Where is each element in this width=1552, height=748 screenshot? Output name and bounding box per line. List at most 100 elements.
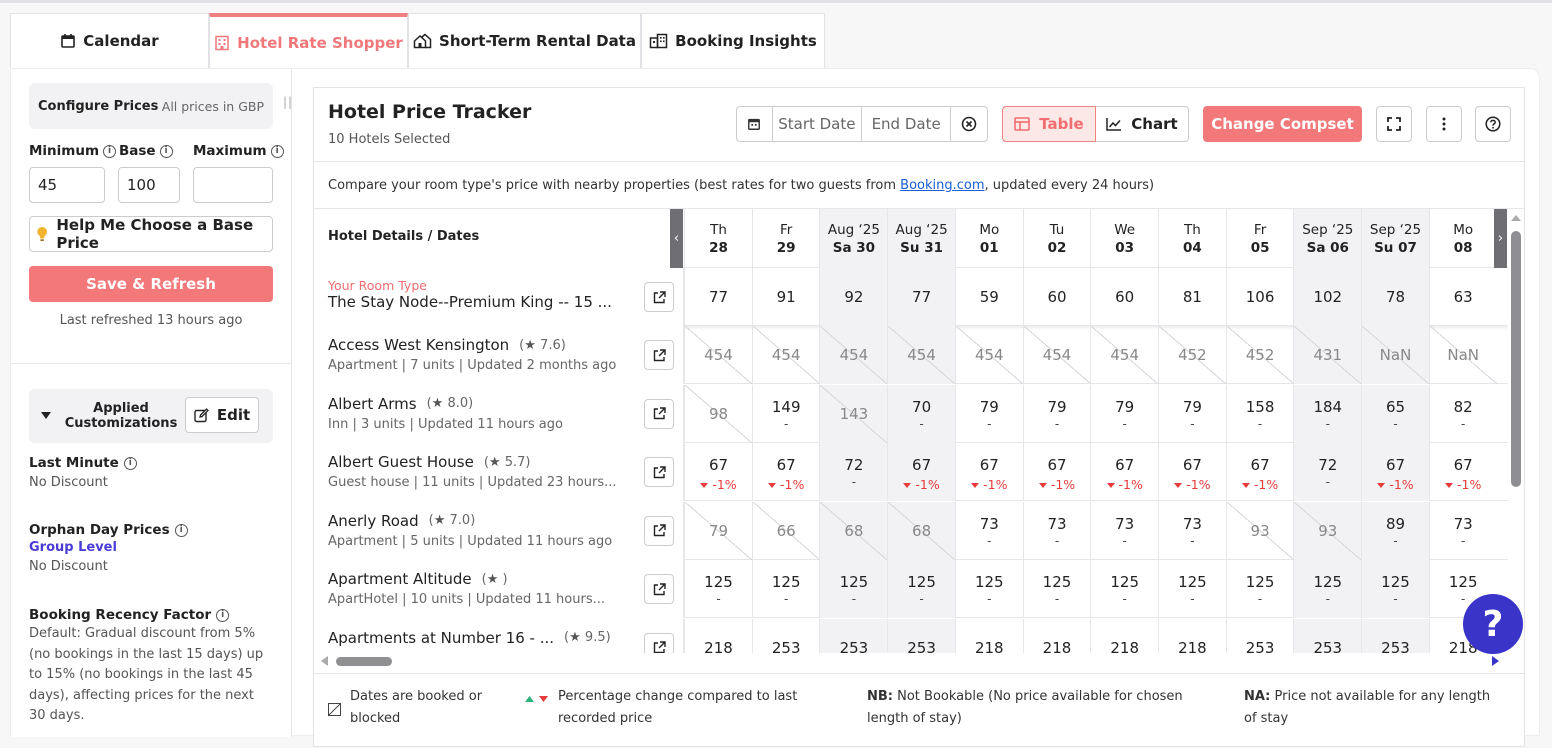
table-header-row: Hotel Details / Dates ‹ Th 28 Fr 29 Aug ‘25 Sa… <box>314 209 1508 268</box>
price-change: -1% <box>685 475 752 494</box>
horizontal-scrollbar[interactable] <box>314 653 1508 669</box>
save-refresh-button[interactable]: Save & Refresh <box>29 266 273 302</box>
date-bottom: Sa 30 <box>832 240 876 256</box>
price-value: 454 <box>907 346 936 364</box>
tab-calendar[interactable]: Calendar <box>10 13 209 68</box>
base-label-text: Base <box>119 143 156 159</box>
scroll-dates-right-icon[interactable]: › <box>1494 209 1507 268</box>
more-vertical-icon <box>1442 117 1446 131</box>
price-change: -1% <box>1362 475 1429 494</box>
no-change-dash: - <box>1461 533 1466 548</box>
price-cell: 125- <box>751 560 820 618</box>
table-view-button[interactable]: Table <box>1002 106 1096 142</box>
tab-label: Booking Insights <box>675 32 817 50</box>
maximum-price-input[interactable] <box>193 167 273 203</box>
date-top: Aug ‘25 <box>827 222 880 238</box>
vertical-scroll-thumb[interactable] <box>1511 231 1521 487</box>
open-external-button[interactable] <box>644 515 674 546</box>
house-icon <box>413 33 432 49</box>
fullscreen-button[interactable] <box>1376 106 1412 142</box>
open-external-button[interactable] <box>644 574 674 604</box>
clear-dates-icon[interactable] <box>951 116 987 132</box>
fullscreen-icon <box>1387 117 1401 131</box>
external-link-icon <box>653 582 666 595</box>
minimum-price-input[interactable]: 45 <box>29 167 105 203</box>
start-date-input[interactable]: Start Date <box>773 107 862 141</box>
price-value: 253 <box>1245 638 1275 654</box>
change-value: -1% <box>1050 477 1076 492</box>
info-icon[interactable]: i <box>174 523 188 537</box>
open-external-button[interactable] <box>644 398 674 429</box>
price-cell: 67 -1% <box>1090 443 1158 501</box>
price-cell: 65- <box>1361 384 1429 443</box>
open-external-button[interactable] <box>644 282 674 312</box>
hotel-row: Access West Kensington (★ 7.6) Apartment |… <box>314 326 1508 384</box>
date-bottom: 28 <box>709 240 728 256</box>
more-options-button[interactable] <box>1426 106 1462 142</box>
tab-short-term-rental-data[interactable]: Short-Term Rental Data <box>408 13 641 68</box>
price-cell: 73- <box>1090 501 1158 560</box>
hotel-name[interactable]: Apartment Altitude <box>328 570 472 588</box>
price-change: -1% <box>1091 475 1158 494</box>
tab-booking-insights[interactable]: Booking Insights <box>641 13 825 68</box>
price-cell: 79 <box>684 501 752 560</box>
no-change-dash: - <box>919 592 924 606</box>
hotel-name[interactable]: Albert Arms <box>328 394 417 413</box>
collapse-caret-icon[interactable] <box>41 412 51 419</box>
hotel-name[interactable]: Apartments at Number 16 - ... <box>328 628 555 647</box>
star-icon: ★ <box>431 396 448 411</box>
recency-title: Booking Recency Factor <box>29 607 212 623</box>
date-column-header: Sep ‘25 Su 07 <box>1361 209 1429 268</box>
info-icon[interactable]: i <box>103 144 117 158</box>
base-price-input[interactable]: 100 <box>118 167 180 203</box>
date-bottom: 08 <box>1453 240 1473 256</box>
price-cell: 125- <box>1157 560 1226 618</box>
horizontal-scroll-thumb[interactable] <box>336 657 392 666</box>
last-minute-section: Last Minute i No Discount <box>29 455 279 494</box>
calendar-icon[interactable] <box>737 107 773 141</box>
tab-hotel-rate-shopper[interactable]: Hotel Rate Shopper <box>209 13 408 68</box>
open-external-button[interactable] <box>644 340 674 370</box>
change-compset-button[interactable]: Change Compset <box>1203 106 1362 142</box>
open-external-button[interactable] <box>644 632 674 653</box>
no-change-dash: - <box>1054 592 1060 606</box>
no-change-dash: - <box>919 416 924 431</box>
your-room-price: 102 <box>1293 268 1362 326</box>
help-choose-base-price-button[interactable]: Help Me Choose a Base Price <box>29 216 273 252</box>
hotel-name[interactable]: Albert Guest House <box>328 453 474 471</box>
hotel-details: Apartment Altitude (★ ) ApartHotel | 10 un… <box>314 560 684 618</box>
price-cell: 79- <box>954 384 1023 443</box>
price-value: 218 <box>1178 638 1207 654</box>
open-external-button[interactable] <box>644 457 674 487</box>
hotel-details: Anerly Road (★ 7.0) Apartment | 5 units | … <box>314 501 684 560</box>
info-icon[interactable]: i <box>216 608 230 622</box>
price-cell: 98 <box>684 384 752 443</box>
end-date-input[interactable]: End Date <box>862 107 952 141</box>
info-icon[interactable]: i <box>123 456 137 470</box>
edit-customizations-button[interactable]: Edit <box>185 397 259 433</box>
chart-label: Chart <box>1131 115 1178 133</box>
booking-recency-section: Booking Recency Factor i Default: Gradual… <box>29 607 279 727</box>
price-value: 98 <box>708 404 729 423</box>
no-change-dash: - <box>784 592 789 606</box>
price-value: 67 <box>979 456 999 474</box>
resize-handle-icon[interactable]: || <box>283 95 294 109</box>
vertical-scrollbar[interactable] <box>1508 209 1524 653</box>
star-icon: ★ <box>524 337 541 353</box>
price-cell: 73- <box>1428 501 1497 560</box>
date-column-header: Fr 29 <box>751 209 820 268</box>
chart-view-button[interactable]: Chart <box>1096 106 1189 142</box>
info-icon[interactable]: i <box>159 144 173 158</box>
hotel-name[interactable]: Access West Kensington <box>328 336 510 354</box>
info-icon[interactable]: i <box>270 144 284 158</box>
hotel-name-line: Albert Arms (★ 8.0) <box>328 395 669 413</box>
hotel-name[interactable]: Anerly Road <box>328 511 419 530</box>
rating-value: 5.7 <box>504 454 526 470</box>
help-button[interactable] <box>1475 106 1511 142</box>
scroll-dates-left-icon[interactable]: ‹ <box>670 209 683 268</box>
help-chat-button[interactable]: ? <box>1463 594 1523 654</box>
booking-com-link[interactable]: Booking.com <box>900 178 985 193</box>
price-value: 67 <box>1047 456 1067 474</box>
price-value: 253 <box>839 638 869 654</box>
no-change-dash: - <box>1393 533 1398 548</box>
